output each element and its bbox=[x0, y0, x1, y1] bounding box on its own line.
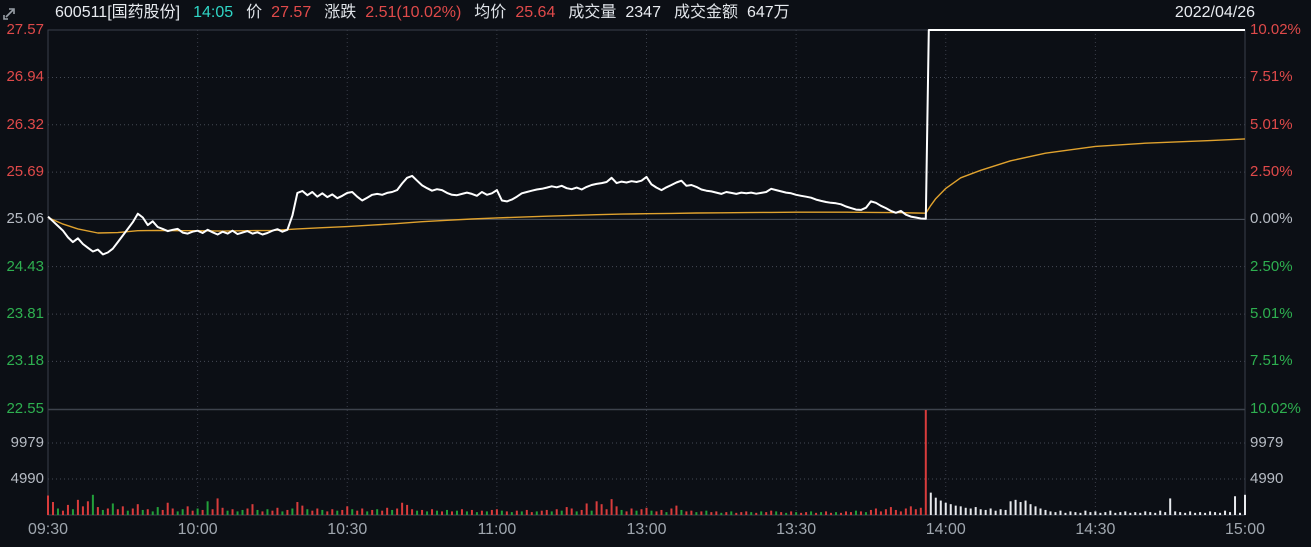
price-axis-label: 24.43 bbox=[6, 257, 44, 275]
price-axis-label: 26.32 bbox=[6, 115, 44, 133]
turnover-value: 647万 bbox=[746, 4, 790, 21]
volume-bars bbox=[47, 410, 1246, 515]
volume-axis-label: 4990 bbox=[1250, 469, 1284, 487]
price-axis-label: 23.81 bbox=[6, 305, 44, 323]
volume-label: 成交量 bbox=[568, 4, 617, 21]
time-axis-label: 09:30 bbox=[27, 521, 69, 538]
pct-axis-label: 5.01% bbox=[1250, 305, 1293, 323]
price-axis-label: 25.69 bbox=[6, 163, 44, 181]
price-axis-label: 27.57 bbox=[6, 21, 44, 38]
time-axis-label: 10:00 bbox=[177, 521, 218, 538]
header-bar: 600511[国药股份] 14:05 价 27.57 涨跌 2.51(10.02… bbox=[0, 0, 1311, 26]
turnover-label: 成交金额 bbox=[673, 4, 738, 21]
time-axis-label: 14:00 bbox=[925, 521, 966, 538]
price-line bbox=[47, 29, 1245, 256]
time-axis-label: 10:30 bbox=[327, 521, 368, 538]
time-axis-label: 14:30 bbox=[1075, 521, 1116, 538]
volume-axis-label: 9979 bbox=[1250, 434, 1284, 451]
volume-axis-label: 4990 bbox=[10, 469, 44, 487]
volume-axis-label: 9979 bbox=[10, 434, 44, 451]
gridlines bbox=[48, 30, 1245, 515]
price-label: 价 bbox=[246, 4, 263, 21]
pct-axis-label: 2.50% bbox=[1250, 163, 1293, 181]
change-label: 涨跌 bbox=[324, 4, 357, 21]
price-axis-label: 23.18 bbox=[6, 352, 44, 370]
pct-axis-label: 7.51% bbox=[1250, 352, 1293, 370]
pct-axis-label: 10.02% bbox=[1250, 399, 1301, 417]
change-value: 2.51(10.02%) bbox=[365, 4, 462, 21]
price-axis-label: 26.94 bbox=[6, 68, 44, 86]
avg-price-value: 25.64 bbox=[515, 4, 556, 21]
price-axis-label: 25.06 bbox=[6, 210, 44, 228]
pct-axis-label: 0.00% bbox=[1250, 210, 1293, 228]
pct-axis-label: 7.51% bbox=[1250, 68, 1293, 86]
date-label: 2022/04/26 bbox=[1174, 4, 1255, 21]
expand-icon[interactable] bbox=[0, 5, 18, 23]
volume-value: 2347 bbox=[625, 4, 661, 21]
time-axis-label: 13:00 bbox=[626, 521, 667, 538]
time-axis-label: 11:00 bbox=[477, 521, 517, 538]
avg-price-label: 均价 bbox=[474, 4, 507, 21]
pct-axis-label: 10.02% bbox=[1250, 21, 1301, 38]
price-axis-label: 22.55 bbox=[6, 399, 44, 417]
stock-symbol: 600511[国药股份] bbox=[55, 4, 181, 21]
pct-axis-label: 2.50% bbox=[1250, 257, 1293, 275]
average-price-line bbox=[47, 138, 1246, 234]
time-axis-label: 15:00 bbox=[1224, 521, 1266, 538]
time-axis-label: 13:30 bbox=[776, 521, 817, 538]
price-value: 27.57 bbox=[271, 4, 312, 21]
pct-axis-label: 5.01% bbox=[1250, 115, 1293, 133]
current-time: 14:05 bbox=[193, 4, 234, 21]
